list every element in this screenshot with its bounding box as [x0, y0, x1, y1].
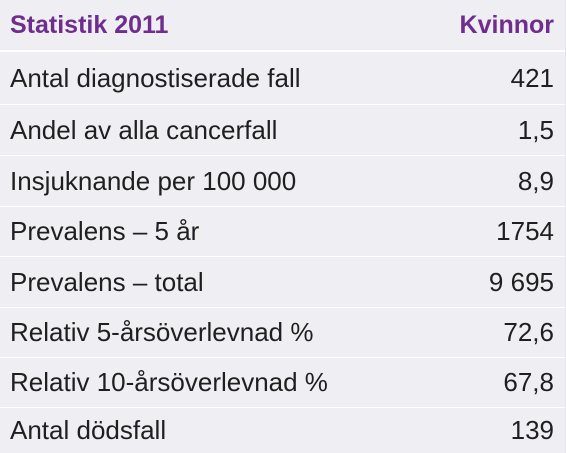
- row-value: 421: [510, 63, 554, 93]
- table-row: Andel av alla cancerfall 1,5: [0, 105, 566, 156]
- table-row: Insjuknande per 100 000 8,9: [0, 156, 566, 207]
- row-label: Relativ 10-årsöverlevnad %: [10, 367, 328, 397]
- row-label: Prevalens – total: [10, 266, 204, 297]
- row-value: 72,6: [503, 317, 554, 347]
- row-label: Antal diagnostiserade fall: [10, 63, 301, 93]
- row-label: Prevalens – 5 år: [10, 216, 200, 246]
- table-row: Prevalens – 5 år 1754: [0, 207, 566, 257]
- table-title: Statistik 2011: [10, 10, 169, 39]
- column-header-kvinnor: Kvinnor: [459, 10, 554, 39]
- table-row: Relativ 5-årsöverlevnad % 72,6: [0, 308, 566, 358]
- table-row: Antal dödsfall 139: [0, 408, 566, 453]
- table-header-row: Statistik 2011 Kvinnor: [0, 0, 566, 52]
- row-value: 1,5: [517, 114, 554, 145]
- row-value: 67,8: [503, 367, 554, 397]
- row-value: 9 695: [488, 266, 554, 297]
- row-label: Relativ 5-årsöverlevnad %: [10, 317, 314, 347]
- row-value: 139: [510, 415, 554, 445]
- row-value: 1754: [496, 216, 554, 246]
- table-row: Antal diagnostiserade fall 421: [0, 53, 566, 105]
- table-row: Prevalens – total 9 695: [0, 257, 566, 308]
- row-value: 8,9: [517, 165, 554, 196]
- row-label: Andel av alla cancerfall: [10, 114, 278, 145]
- row-label: Insjuknande per 100 000: [10, 165, 297, 196]
- table-row: Relativ 10-årsöverlevnad % 67,8: [0, 358, 566, 408]
- row-label: Antal dödsfall: [10, 415, 167, 445]
